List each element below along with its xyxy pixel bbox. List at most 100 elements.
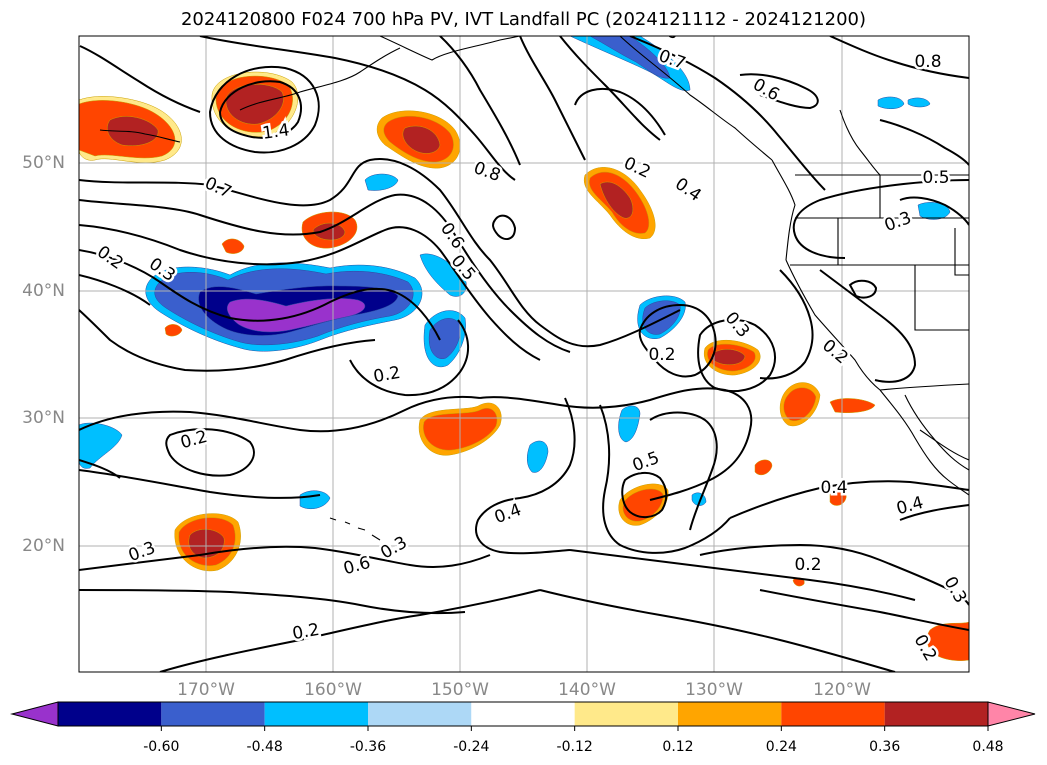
pv-contour-layer — [79, 36, 969, 672]
colorbar-bin-5 — [574, 702, 678, 726]
pv-contour-36 — [729, 480, 969, 519]
pv-contour-12 — [159, 589, 541, 672]
pv-contour-44 — [899, 196, 969, 226]
pv-contour-32 — [475, 397, 576, 555]
colorbar-bin-0 — [58, 702, 162, 726]
positive-anomaly-31n-coast — [829, 398, 876, 413]
pv-contour-1 — [79, 193, 571, 353]
lon-label-170w: 170°W — [177, 680, 235, 700]
positive-anomaly-small-w — [164, 238, 245, 337]
lat-label-40n: 40°N — [22, 281, 65, 301]
positive-anomaly-se-corner — [926, 621, 969, 661]
pv-contour-33 — [599, 404, 731, 554]
pv-contour-3 — [79, 249, 441, 341]
colorbar-tick-label-5: 0.12 — [662, 739, 693, 755]
contour-label-halo-0: 1.4 — [261, 120, 291, 144]
pv-contour-5 — [79, 309, 376, 372]
colorbar-tick-label-0: -0.60 — [143, 739, 179, 755]
colorbar-bin-3 — [368, 702, 472, 726]
pv-contour-10 — [79, 545, 491, 571]
colorbar-bin-8 — [884, 702, 988, 726]
pv-contour-0 — [79, 158, 681, 348]
coast-california — [785, 259, 881, 391]
hawaii-islands — [329, 517, 393, 549]
colorbar-tick-label-1: -0.48 — [247, 739, 283, 755]
lon-label-150w: 150°W — [431, 680, 489, 700]
pv-contour-7 — [79, 395, 481, 433]
colorbar: -0.60 -0.48 -0.36 -0.24 -0.12 0.12 0.24 0.36 0.4… — [10, 701, 1036, 755]
contour-label-halo-18: 0.2 — [648, 345, 675, 365]
coast-alaska-aleutians — [239, 47, 401, 111]
map-frame — [78, 35, 970, 673]
pv-contour-25 — [879, 119, 969, 166]
pv-contour-6 — [349, 319, 469, 397]
lon-label-160w: 160°W — [304, 680, 362, 700]
pv-contour-8 — [165, 428, 255, 477]
contour-label-24: 0.2 — [794, 555, 821, 575]
pv-contour-39 — [539, 589, 896, 672]
coast-aleutian-islands-west — [99, 129, 181, 143]
contour-label-22: 0.4 — [820, 478, 847, 498]
contour-label-0: 1.4 — [261, 120, 291, 144]
negative-anomaly-north — [79, 173, 399, 469]
lat-label-30n: 30°N — [22, 408, 65, 428]
contour-label-18: 0.2 — [648, 345, 675, 365]
pv-contour-24 — [829, 36, 969, 79]
negative-anomaly-pacific-ne — [299, 295, 707, 509]
colorbar-extend-high — [987, 701, 1036, 727]
pv-contour-21 — [574, 87, 666, 136]
pv-contour-37 — [699, 543, 969, 606]
pv-contour-16 — [199, 36, 516, 181]
pv-contour-29 — [638, 303, 717, 378]
pv-contour-34 — [649, 411, 718, 531]
pv-contour-30 — [697, 318, 776, 393]
colorbar-tick-label-4: -0.12 — [557, 739, 593, 755]
pv-contour-20 — [559, 36, 661, 141]
coast-washington-oregon — [771, 159, 796, 261]
contour-label-7: 0.2 — [372, 363, 402, 387]
pv-contour-27 — [819, 269, 917, 383]
lon-label-120w: 120°W — [813, 680, 871, 700]
positive-anomaly-offshore-nw — [583, 167, 656, 240]
contour-label-halo-13: 0.5 — [922, 168, 949, 188]
border-us-mexico — [879, 383, 969, 391]
positive-anomaly-32n-east — [779, 382, 821, 427]
contour-label-halo-24: 0.2 — [794, 555, 821, 575]
positive-anomaly-north-central — [376, 110, 461, 169]
colorbar-tick-label-2: -0.36 — [350, 739, 386, 755]
lat-label-20n: 20°N — [22, 536, 65, 556]
coast-alaska-south — [379, 36, 521, 61]
lat-label-50n: 50°N — [22, 153, 65, 173]
pv-contour-11 — [79, 589, 466, 615]
colorbar-frame — [57, 701, 989, 727]
contour-label-13: 0.5 — [922, 168, 949, 188]
colorbar-tick-label-7: 0.36 — [869, 739, 900, 755]
lon-label-130w: 130°W — [685, 680, 743, 700]
border-state-6 — [954, 228, 969, 276]
colorbar-bin-4 — [471, 702, 575, 726]
negative-anomaly-main — [145, 262, 423, 352]
contour-label-25: 0.2 — [291, 620, 321, 644]
pv-contour-17 — [439, 36, 521, 166]
colorbar-bin-6 — [678, 702, 782, 726]
pv-contour-18 — [492, 214, 517, 241]
pv-contour-22 — [629, 36, 826, 191]
lon-label-140w: 140°W — [558, 680, 616, 700]
pv-contour-42 — [848, 279, 878, 299]
pv-contour-31 — [479, 387, 753, 501]
contour-label-10: 0.8 — [649, 16, 681, 44]
positive-anomaly-west-edge — [79, 96, 182, 163]
colorbar-bin-2 — [264, 702, 368, 726]
contour-label-halo-12: 0.8 — [914, 52, 941, 72]
pv-contour-2 — [79, 224, 541, 361]
pv-contour-40 — [759, 589, 969, 631]
contour-label-12: 0.8 — [914, 52, 941, 72]
positive-anomaly-28n-small — [754, 459, 847, 587]
colorbar-extend-low — [10, 701, 59, 727]
pv-contour-35 — [621, 472, 668, 518]
coast-bc-panhandle — [619, 36, 773, 161]
pv-contour-19 — [519, 36, 586, 161]
pv-contour-4 — [79, 274, 151, 306]
pv-contour-13 — [79, 45, 201, 113]
